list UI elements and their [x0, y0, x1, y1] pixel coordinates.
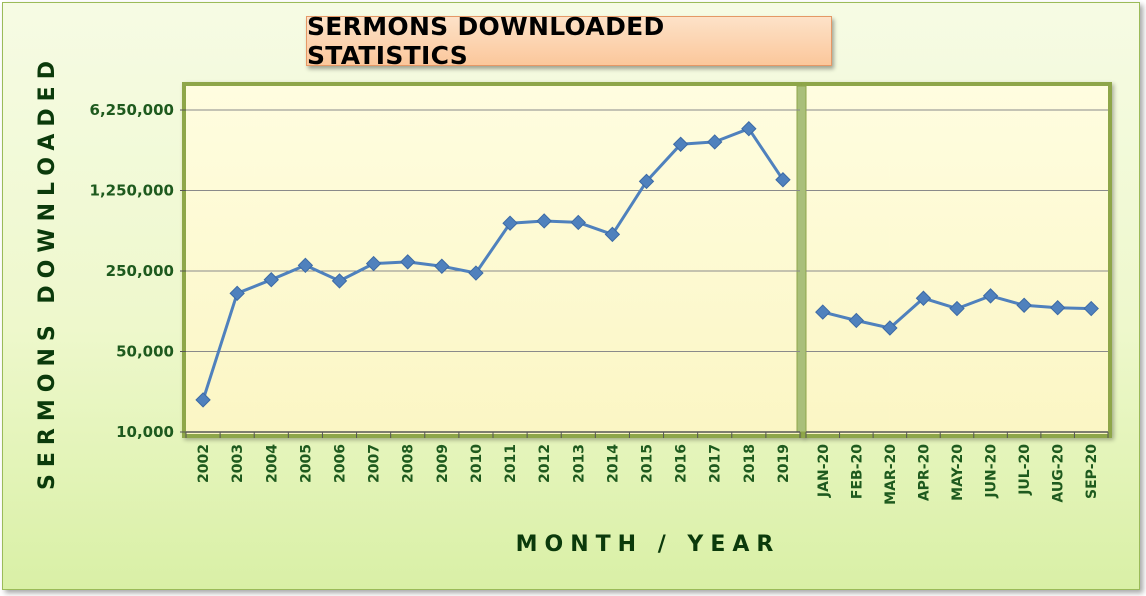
x-tick-label: 2019: [776, 444, 792, 483]
data-point-2018: [741, 120, 757, 137]
chart-title-box: SERMONS DOWNLOADED STATISTICS: [306, 12, 832, 70]
plot-panel-years: [182, 82, 804, 438]
data-point-MAR-20: [882, 320, 898, 336]
data-point-2008: [400, 254, 416, 270]
data-point-APR-20: [915, 290, 932, 306]
data-point-2003: [229, 285, 245, 302]
x-tick-label: MAR-20: [883, 444, 899, 505]
data-point-2005: [297, 257, 314, 274]
data-point-2013: [570, 214, 586, 231]
data-point-2011: [502, 215, 518, 231]
x-tick-label: FEB-20: [849, 444, 865, 499]
data-point-2014: [604, 226, 621, 243]
chart-title: SERMONS DOWNLOADED STATISTICS: [307, 12, 665, 70]
plot-panel-months: [802, 82, 1112, 438]
x-tick-label: 2005: [298, 444, 314, 483]
x-tick-label: JUN-20: [984, 444, 1000, 499]
x-tick-label: AUG-20: [1051, 444, 1067, 503]
x-tick-label: 2014: [605, 444, 621, 483]
data-point-JUL-20: [1016, 297, 1032, 313]
x-tick-label: SEP-20: [1084, 444, 1100, 499]
x-tick-label: 2006: [333, 444, 349, 483]
data-point-2015: [638, 173, 655, 190]
data-point-2006: [331, 273, 348, 289]
panel-divider: [796, 85, 807, 433]
x-tick-label: APR-20: [916, 444, 932, 501]
y-tick-label: 250,000: [106, 262, 174, 280]
x-tick-label: 2015: [640, 444, 656, 483]
x-tick-label: 2009: [435, 444, 451, 483]
x-tick-label: JUL-20: [1017, 444, 1033, 496]
data-point-2016: [672, 136, 689, 152]
data-point-2009: [434, 258, 450, 274]
x-tick-label: 2017: [708, 444, 724, 483]
data-point-AUG-20: [1049, 300, 1066, 316]
y-tick-label: 10,000: [116, 423, 174, 441]
x-tick-label: 2012: [537, 444, 553, 483]
x-tick-label: MAY-20: [950, 444, 966, 501]
y-axis-title: SERMONS DOWNLOADED: [35, 54, 60, 490]
x-tick-label: 2008: [401, 444, 417, 483]
y-tick-label: 6,250,000: [90, 101, 174, 119]
y-tick-label: 50,000: [116, 343, 174, 361]
x-tick-label: 2018: [742, 444, 758, 483]
data-point-FEB-20: [848, 312, 865, 329]
data-point-2019: [775, 172, 791, 188]
data-point-2007: [365, 255, 382, 272]
data-point-2012: [536, 213, 552, 229]
x-tick-label: 2011: [503, 444, 519, 483]
data-point-JAN-20: [815, 304, 831, 320]
x-tick-label: 2003: [230, 444, 246, 483]
data-point-2017: [707, 134, 723, 150]
x-axis-title: MONTH / YEAR: [516, 532, 781, 557]
x-tick-label: 2004: [264, 444, 280, 483]
data-point-2002: [195, 392, 211, 408]
data-point-SEP-20: [1083, 300, 1099, 317]
x-tick-label: 2016: [674, 444, 690, 483]
x-tick-label: JAN-20: [816, 444, 832, 498]
x-tick-label: 2002: [196, 444, 212, 483]
y-tick-label: 1,250,000: [90, 182, 174, 200]
x-tick-label: 2007: [367, 444, 383, 483]
x-tick-label: 2010: [469, 444, 485, 483]
data-point-MAY-20: [949, 300, 965, 317]
x-tick-label: 2013: [571, 444, 587, 483]
data-point-2004: [263, 272, 279, 288]
data-point-JUN-20: [982, 288, 999, 304]
data-point-2010: [468, 265, 484, 281]
